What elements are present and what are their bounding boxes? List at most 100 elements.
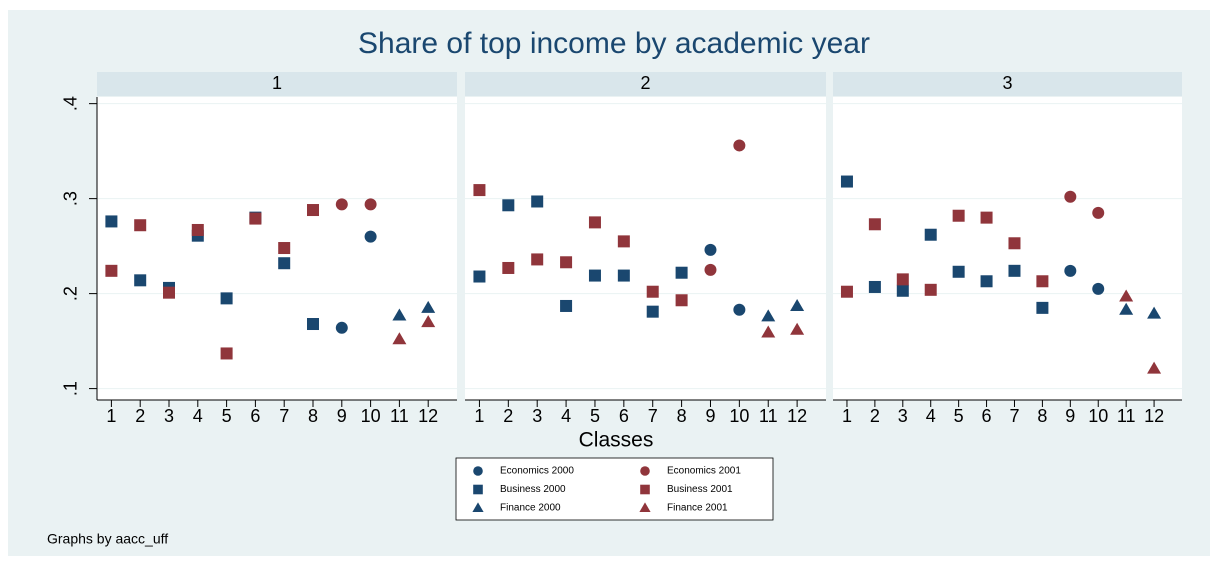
- x-tick-label: 4: [926, 406, 936, 426]
- y-tick-label: .4: [61, 96, 81, 111]
- marker-square: [617, 235, 630, 248]
- marker-square: [952, 209, 965, 222]
- plot-area: [465, 97, 826, 400]
- marker-square: [896, 273, 909, 286]
- marker-square: [840, 285, 853, 298]
- marker-circle: [1092, 282, 1105, 295]
- x-tick-label: 5: [222, 406, 232, 426]
- marker-triangle: [1119, 289, 1134, 302]
- marker-circle: [335, 321, 348, 334]
- marker-circle: [1092, 206, 1105, 219]
- x-tick-label: 1: [842, 406, 852, 426]
- marker-square: [560, 256, 573, 269]
- marker-square: [105, 264, 118, 277]
- marker-square: [980, 211, 993, 224]
- marker-circle: [640, 466, 650, 476]
- marker-square: [560, 299, 573, 312]
- x-tick-label: 8: [1037, 406, 1047, 426]
- legend-label: Finance 2001: [667, 503, 728, 514]
- x-tick-label: 1: [106, 406, 116, 426]
- marker-triangle: [392, 332, 407, 345]
- marker-square: [220, 347, 233, 360]
- marker-square: [617, 269, 630, 282]
- marker-square: [1036, 275, 1049, 288]
- marker-square: [646, 305, 659, 318]
- marker-square: [473, 484, 483, 495]
- panel-title: 3: [1002, 73, 1012, 93]
- marker-triangle: [790, 298, 805, 311]
- x-tick-label: 4: [561, 406, 571, 426]
- marker-square: [588, 269, 601, 282]
- marker-square: [502, 261, 515, 274]
- y-tick-label: .3: [61, 191, 81, 206]
- plot-area: [97, 97, 457, 400]
- x-tick-label: 7: [1009, 406, 1019, 426]
- marker-square: [134, 219, 147, 232]
- panel-title: 1: [272, 73, 282, 93]
- marker-triangle: [761, 325, 776, 338]
- x-axis-title: Classes: [579, 429, 654, 452]
- x-tick-label: 9: [337, 406, 347, 426]
- panel-header: [97, 72, 457, 96]
- marker-square: [531, 195, 544, 208]
- legend-box: [455, 457, 774, 521]
- x-tick-label: 1: [474, 406, 484, 426]
- marker-square: [307, 318, 319, 331]
- x-tick-label: 7: [279, 406, 289, 426]
- marker-square: [531, 253, 544, 266]
- x-tick-label: 9: [705, 406, 715, 426]
- x-tick-label: 5: [954, 406, 964, 426]
- marker-triangle: [761, 309, 776, 322]
- x-tick-label: 11: [390, 406, 409, 426]
- legend-label: Finance 2000: [500, 503, 561, 514]
- marker-circle: [364, 230, 377, 243]
- x-tick-label: 6: [982, 406, 992, 426]
- marker-square: [675, 266, 688, 279]
- marker-square: [134, 274, 147, 287]
- marker-circle: [733, 139, 746, 152]
- marker-square: [675, 294, 688, 307]
- marker-circle: [704, 243, 717, 256]
- marker-triangle: [1119, 302, 1134, 315]
- panel-title: 2: [640, 73, 650, 93]
- marker-square: [249, 212, 262, 225]
- x-tick-label: 2: [135, 406, 145, 426]
- marker-square: [1036, 301, 1049, 314]
- marker-triangle: [421, 315, 436, 328]
- marker-triangle: [392, 308, 407, 321]
- x-tick-label: 6: [250, 406, 260, 426]
- x-tick-label: 3: [532, 406, 542, 426]
- x-tick-label: 10: [1088, 406, 1108, 426]
- marker-square: [868, 280, 881, 293]
- x-tick-label: 12: [787, 406, 807, 426]
- marker-square: [278, 257, 291, 270]
- marker-square: [502, 199, 515, 212]
- marker-circle: [704, 263, 717, 276]
- legend-label: Economics 2000: [500, 466, 574, 477]
- x-tick-label: 8: [677, 406, 687, 426]
- x-tick-label: 5: [590, 406, 600, 426]
- plot-area: [833, 97, 1182, 400]
- x-tick-label: 7: [648, 406, 658, 426]
- x-tick-label: 11: [1117, 406, 1136, 426]
- x-tick-label: 11: [759, 406, 778, 426]
- marker-square: [840, 175, 853, 188]
- x-tick-label: 3: [164, 406, 174, 426]
- marker-square: [163, 286, 175, 299]
- legend-label: Business 2001: [667, 484, 733, 495]
- marker-square: [924, 228, 937, 241]
- x-tick-label: 12: [1144, 406, 1164, 426]
- x-tick-label: 3: [898, 406, 908, 426]
- marker-circle: [364, 198, 377, 211]
- x-tick-label: 12: [418, 406, 438, 426]
- marker-square: [191, 223, 204, 236]
- marker-triangle: [639, 502, 651, 512]
- marker-circle: [1064, 190, 1077, 203]
- marker-square: [980, 275, 993, 288]
- legend-label: Economics 2001: [667, 466, 741, 477]
- x-tick-label: 10: [361, 406, 381, 426]
- marker-triangle: [1147, 361, 1162, 374]
- marker-square: [105, 215, 118, 228]
- marker-circle: [733, 303, 746, 316]
